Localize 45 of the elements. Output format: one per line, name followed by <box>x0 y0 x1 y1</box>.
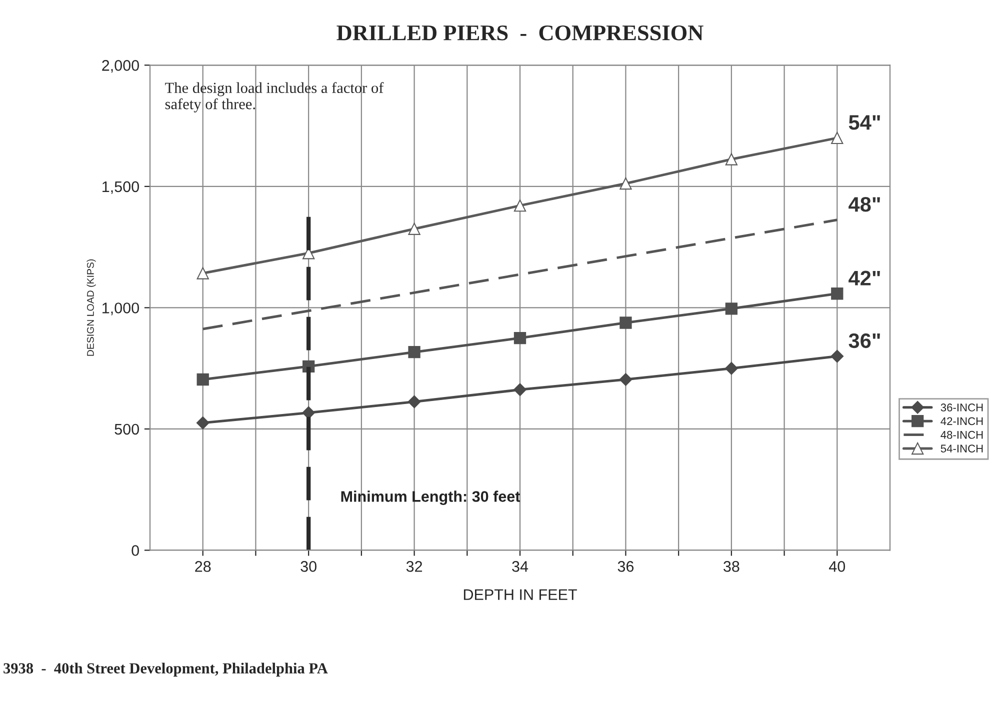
point <box>620 316 632 329</box>
point <box>302 406 315 420</box>
legend-label: 48-INCH <box>940 430 983 439</box>
y-axis-title: DESIGN LOAD (KIPS) <box>86 259 96 356</box>
point <box>408 346 420 358</box>
ref-line-label: Minimum Length: 30 feet <box>341 490 520 505</box>
y-tick-label: 1,500 <box>102 181 139 194</box>
annotation: The design load includes a factor of safety of three. <box>165 82 384 112</box>
point <box>408 222 420 235</box>
point <box>514 332 526 344</box>
legend-label: 36-INCH <box>940 404 983 412</box>
point <box>196 416 210 430</box>
annotation: 54" <box>848 115 880 130</box>
point <box>196 373 209 386</box>
point <box>830 350 844 363</box>
x-tick-label: 38 <box>724 561 740 572</box>
x-tick-label: 32 <box>406 561 422 572</box>
point <box>408 395 421 408</box>
annotation: 36" <box>848 333 880 348</box>
y-tick-label: 0 <box>132 545 139 556</box>
x-tick-label: 28 <box>195 561 211 572</box>
legend-label: 54-INCH <box>940 444 983 452</box>
point <box>725 302 738 315</box>
x-tick-label: 36 <box>618 561 634 572</box>
x-axis-title: DEPTH IN FEET <box>464 589 577 600</box>
annotation: 42" <box>848 270 880 286</box>
point <box>620 177 632 190</box>
y-tick-label: 500 <box>114 424 139 435</box>
point <box>725 362 738 375</box>
x-tick-label: 40 <box>829 561 846 572</box>
x-tick-label: 34 <box>512 561 528 572</box>
point <box>831 132 844 144</box>
annotation: 48" <box>848 197 880 212</box>
legend-label: 42-INCH <box>940 417 983 426</box>
point <box>514 200 526 212</box>
point <box>196 267 209 280</box>
y-tick-label: 1,000 <box>102 302 139 316</box>
point <box>514 383 526 396</box>
y-tick-label: 2,000 <box>102 60 139 73</box>
point <box>619 373 632 386</box>
x-tick-label: 30 <box>300 561 316 572</box>
chart-title: DRILLED PIERS - COMPRESSION <box>336 25 704 40</box>
point <box>831 288 844 300</box>
text: 3938 - 40th Street Development, Philadelphia PA <box>4 662 328 677</box>
point <box>725 153 738 166</box>
